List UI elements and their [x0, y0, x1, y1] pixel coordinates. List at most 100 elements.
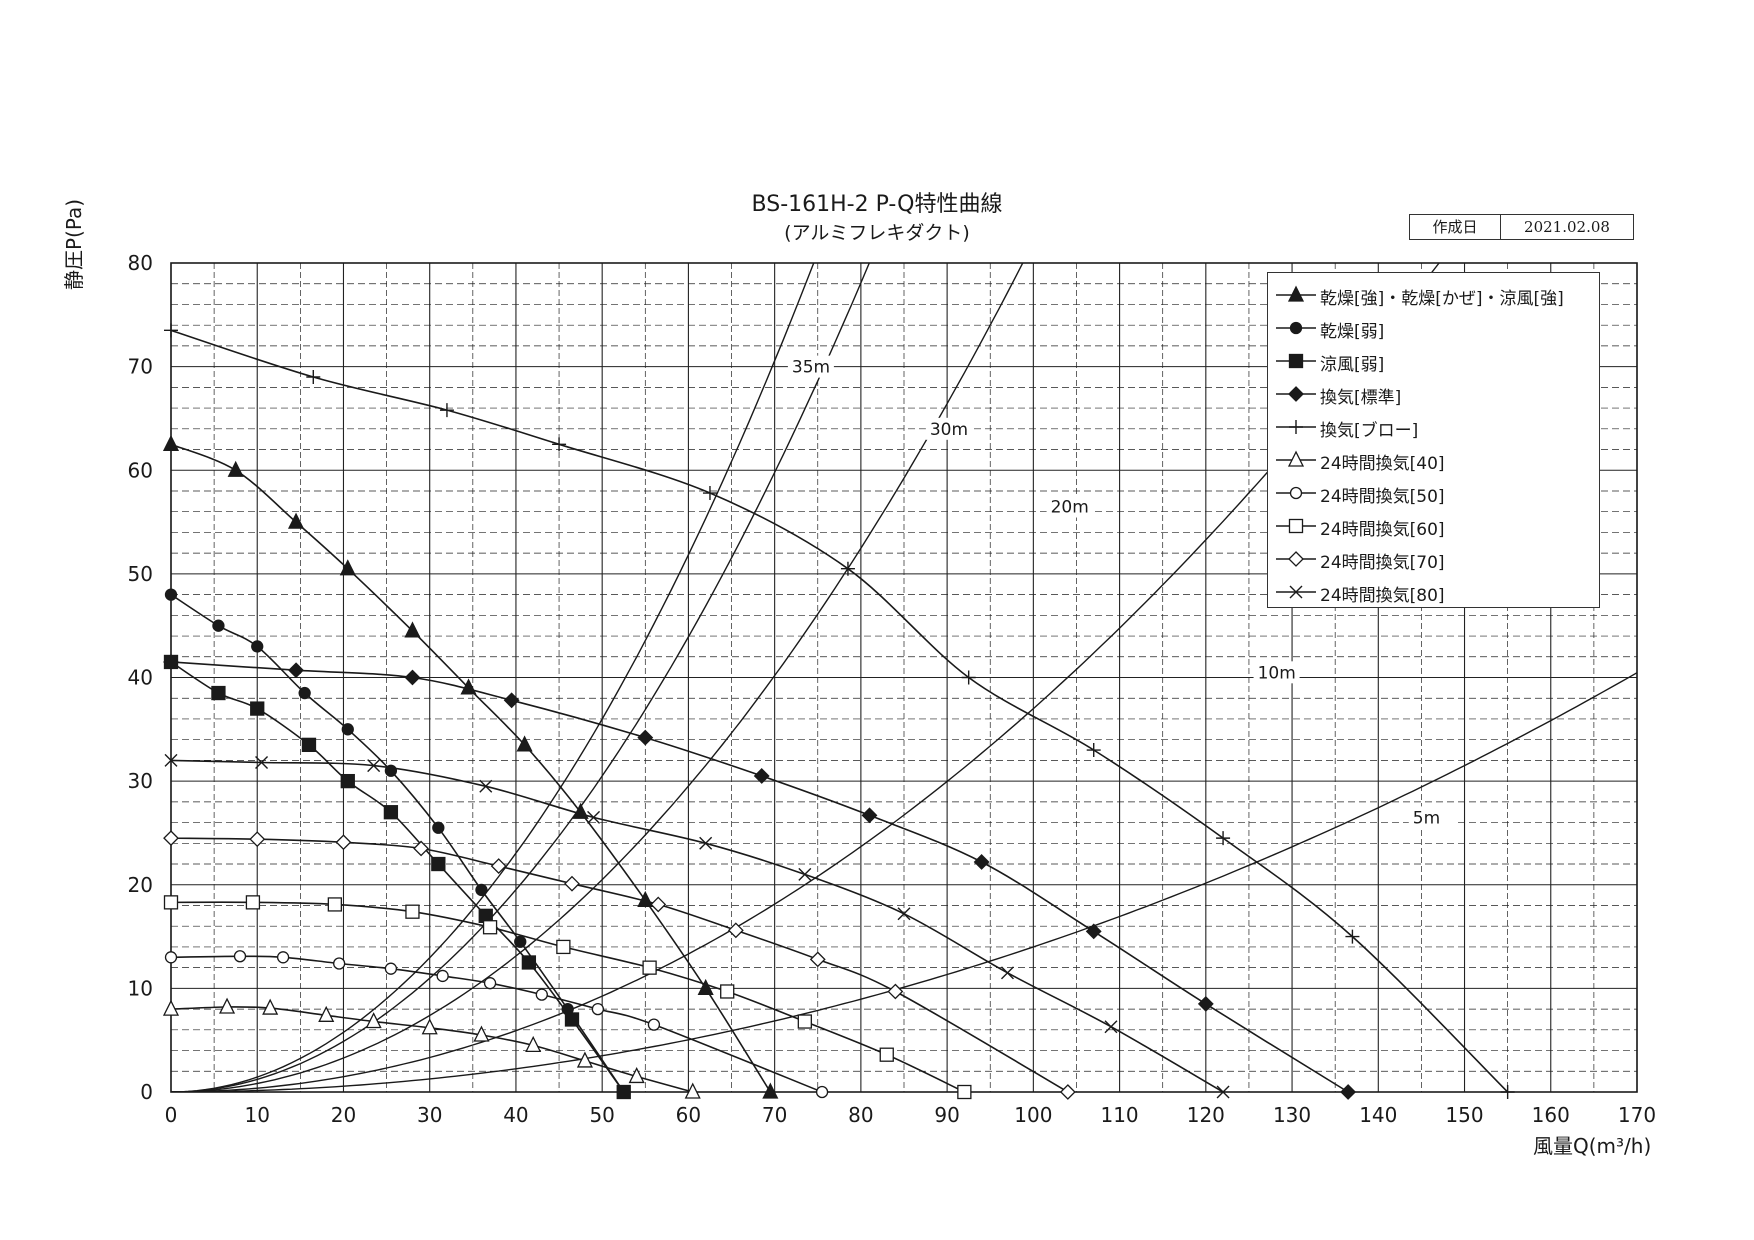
- series-8: [163, 895, 972, 1100]
- data-point: [483, 977, 497, 990]
- data-point: [404, 669, 421, 686]
- data-point: [340, 773, 355, 789]
- data-point: [642, 960, 657, 975]
- legend: 乾燥[強]・乾燥[かぜ]・涼風[強] 乾燥[弱] 涼風[弱] 換気[標準] 換気[ブロー…: [1267, 272, 1600, 608]
- data-point: [702, 486, 717, 501]
- data-point: [503, 692, 520, 709]
- x-tick-label: 90: [934, 1103, 959, 1127]
- data-point: [404, 621, 421, 638]
- data-point: [327, 897, 342, 912]
- x-tick-label: 0: [165, 1103, 178, 1127]
- data-point: [699, 836, 713, 850]
- y-tick-label: 70: [128, 355, 153, 379]
- legend-label: 乾燥[強]・乾燥[かぜ]・涼風[強]: [1320, 289, 1564, 309]
- data-point: [879, 1047, 894, 1062]
- x-tick-label: 50: [589, 1103, 614, 1127]
- data-point: [887, 983, 904, 1000]
- duct-label-bg: [925, 417, 972, 440]
- y-tick-label: 0: [140, 1080, 153, 1104]
- data-point: [367, 759, 381, 773]
- creation-date-value: 2021.02.08: [1524, 218, 1610, 236]
- data-point: [1104, 1020, 1118, 1034]
- data-point: [1000, 966, 1014, 980]
- data-point: [288, 662, 304, 679]
- legend-marker: [1287, 450, 1305, 467]
- data-point: [556, 939, 571, 955]
- x-tick-label: 100: [1014, 1103, 1052, 1127]
- data-point: [516, 735, 533, 752]
- data-point: [211, 685, 226, 701]
- data-point: [753, 768, 770, 784]
- data-point: [797, 1014, 812, 1029]
- plot-frame: [170, 262, 1638, 1093]
- series-7: [164, 950, 829, 1099]
- series-9: [163, 830, 1076, 1100]
- data-point: [1216, 1085, 1230, 1099]
- series-10: [164, 753, 1230, 1099]
- series-line: [170, 955, 823, 1093]
- x-tick-label: 20: [331, 1103, 356, 1127]
- data-point: [162, 434, 180, 451]
- data-point: [306, 369, 321, 384]
- data-point: [287, 512, 305, 529]
- x-tick-label: 150: [1445, 1103, 1483, 1127]
- legend-label: 涼風[弱]: [1320, 355, 1385, 375]
- legend-swatch: [1276, 486, 1316, 500]
- series-line: [170, 837, 1069, 1093]
- data-point: [973, 854, 990, 870]
- data-point: [727, 922, 744, 939]
- data-point: [1086, 743, 1101, 758]
- duct-curve-5m: [171, 672, 1637, 1092]
- legend-swatch: [1276, 386, 1316, 402]
- data-point: [525, 1035, 542, 1053]
- data-point: [628, 1067, 645, 1084]
- legend-item: 涼風[弱]: [1268, 345, 1599, 375]
- legend-item: 乾燥[弱]: [1268, 312, 1599, 342]
- legend-swatch: [1276, 285, 1316, 302]
- duct-curve-30m: [171, 263, 871, 1092]
- data-point: [164, 951, 178, 964]
- data-point: [961, 670, 976, 685]
- data-point: [1345, 929, 1360, 944]
- data-point: [163, 654, 179, 670]
- data-point: [473, 1025, 490, 1042]
- x-tick-label: 30: [417, 1103, 442, 1127]
- data-point: [405, 904, 420, 919]
- legend-marker: [1289, 321, 1303, 335]
- legend-swatch: [1276, 450, 1316, 467]
- duct-curve-label: 20m: [1051, 498, 1089, 518]
- data-point: [432, 821, 445, 834]
- data-point: [482, 920, 498, 935]
- data-point: [365, 1012, 382, 1029]
- duct-curve-20m: [171, 263, 1024, 1092]
- data-point: [1197, 995, 1214, 1012]
- data-point: [897, 907, 911, 921]
- legend-label: 24時間換気[80]: [1320, 586, 1445, 606]
- data-point: [535, 988, 548, 1001]
- y-tick-label: 40: [128, 666, 153, 690]
- series-5: [164, 323, 1515, 1099]
- data-point: [262, 998, 279, 1015]
- legend-swatch: [1276, 551, 1316, 567]
- legend-item: 乾燥[強]・乾燥[かぜ]・涼風[強]: [1268, 279, 1599, 309]
- legend-marker: [1289, 486, 1303, 500]
- data-point: [298, 686, 311, 700]
- legend-label: 換気[ブロー]: [1320, 421, 1419, 441]
- data-point: [249, 831, 266, 848]
- legend-label: 24時間換気[70]: [1320, 553, 1445, 573]
- data-point: [164, 323, 178, 338]
- x-tick-label: 80: [848, 1103, 873, 1127]
- data-point: [431, 856, 446, 872]
- data-point: [163, 895, 179, 910]
- y-tick-label: 80: [128, 251, 153, 275]
- data-point: [591, 1002, 605, 1016]
- x-tick-label: 10: [245, 1103, 270, 1127]
- duct-curve-label: 35m: [792, 358, 830, 378]
- data-point: [339, 559, 356, 576]
- x-axis-label: 風量Q(m³/h): [1533, 1134, 1652, 1158]
- series-group: [162, 323, 1515, 1100]
- y-tick-label: 30: [128, 769, 153, 793]
- legend-item: 換気[ブロー]: [1268, 411, 1599, 441]
- duct-label-bg: [1253, 661, 1300, 684]
